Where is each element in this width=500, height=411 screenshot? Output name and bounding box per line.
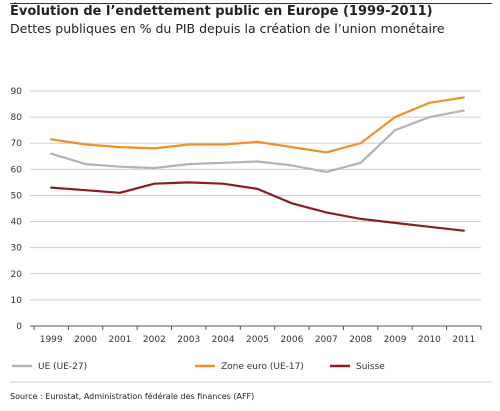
y-tick-label: 20 bbox=[11, 270, 23, 280]
series-line-1 bbox=[50, 96, 465, 154]
y-tick-label: 40 bbox=[11, 218, 23, 228]
x-tick-label: 2002 bbox=[143, 335, 166, 345]
y-axis-ticks: 0 10 20 30 40 50 60 70 80 90 bbox=[11, 87, 23, 332]
y-tick-label: 10 bbox=[11, 296, 23, 306]
x-tick-label: 2006 bbox=[280, 335, 303, 345]
x-tick-label: 2009 bbox=[384, 335, 407, 345]
x-tick-label: 2004 bbox=[212, 335, 235, 345]
x-tick-label: 1999 bbox=[40, 335, 63, 345]
x-axis-ticks: 1999 2000 2001 2002 2003 2004 2005 2006 2007 2008… bbox=[33, 326, 482, 345]
y-tick-label: 70 bbox=[11, 139, 23, 149]
x-tick-label: 2001 bbox=[109, 335, 132, 345]
legend: UE (UE-27) Zone euro (UE-17) Suisse bbox=[10, 362, 492, 383]
legend-label-0: UE (UE-27) bbox=[38, 362, 87, 372]
source-note: Source : Eurostat, Administration fédéra… bbox=[10, 392, 255, 401]
x-tick-label: 2011 bbox=[452, 335, 475, 345]
legend-label-1: Zone euro (UE-17) bbox=[221, 362, 304, 372]
x-tick-label: 2008 bbox=[349, 335, 372, 345]
x-tick-label: 2005 bbox=[246, 335, 269, 345]
chart-title: Évolution de l’endettement public en Eur… bbox=[10, 4, 433, 19]
grid-lines bbox=[30, 90, 481, 327]
y-tick-label: 0 bbox=[16, 322, 22, 332]
y-tick-label: 50 bbox=[11, 191, 23, 201]
y-tick-label: 60 bbox=[11, 165, 23, 175]
top-rule bbox=[10, 3, 492, 4]
y-tick-label: 90 bbox=[11, 87, 23, 97]
chart-subtitle: Dettes publiques en % du PIB depuis la c… bbox=[10, 21, 445, 36]
x-tick-label: 2010 bbox=[418, 335, 441, 345]
y-tick-label: 80 bbox=[11, 113, 23, 123]
series-lines bbox=[50, 96, 465, 232]
series-line-2 bbox=[50, 181, 465, 232]
legend-label-2: Suisse bbox=[356, 362, 385, 372]
x-tick-label: 2007 bbox=[315, 335, 338, 345]
y-tick-label: 30 bbox=[11, 244, 23, 254]
x-tick-label: 2003 bbox=[177, 335, 200, 345]
series-line-0 bbox=[50, 109, 465, 173]
x-tick-label: 2000 bbox=[74, 335, 97, 345]
